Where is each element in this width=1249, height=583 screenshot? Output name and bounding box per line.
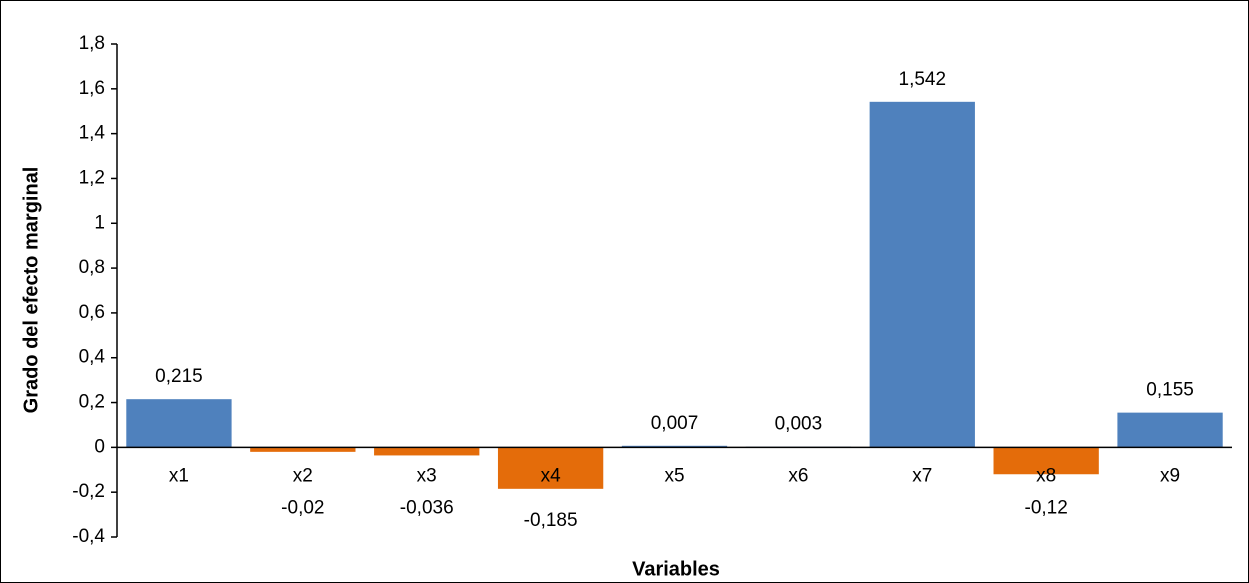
data-label: 1,542 [899,69,947,90]
x-tick-label: x9 [1160,465,1180,486]
bar [497,447,604,489]
x-tick-label: x7 [912,465,932,486]
y-tick-label: 1,2 [79,167,105,188]
y-tick-label: 1,4 [79,123,106,144]
y-tick-label: 1 [94,212,105,233]
x-tick-label: x5 [664,465,684,486]
y-tick-label: 0 [94,436,105,457]
y-tick-label: 1,8 [79,33,105,54]
x-tick-label: x2 [293,465,313,486]
bar [250,447,356,452]
y-axis-title: Grado del efecto marginal [20,167,42,414]
x-tick-label: x6 [788,465,808,486]
bar [869,101,975,448]
y-tick-label: 0,8 [79,257,105,278]
x-tick-label: x8 [1036,465,1056,486]
data-label: -0,036 [400,497,454,518]
bar [621,445,728,448]
x-tick-label: x4 [541,465,562,486]
data-label: 0,215 [155,366,203,387]
y-tick-label: -0,2 [72,481,105,502]
data-label: 0,155 [1146,380,1194,401]
data-label: 0,007 [651,413,699,434]
y-tick-label: -0,4 [72,526,105,547]
bar [1117,412,1223,448]
data-label: -0,12 [1025,497,1068,518]
y-tick-label: 0,6 [79,302,105,323]
y-tick-label: 0,2 [79,392,105,413]
x-tick-label: x3 [417,465,437,486]
bar [126,399,232,448]
x-tick-label: x1 [169,465,189,486]
x-axis-title: Variables [632,558,720,580]
data-label: 0,003 [775,414,823,435]
y-tick-label: 0,4 [79,347,106,368]
bar [374,447,480,456]
bar [993,447,1099,475]
y-tick-label: 1,6 [79,78,105,99]
data-label: -0,185 [524,510,578,531]
data-label: -0,02 [281,497,324,518]
